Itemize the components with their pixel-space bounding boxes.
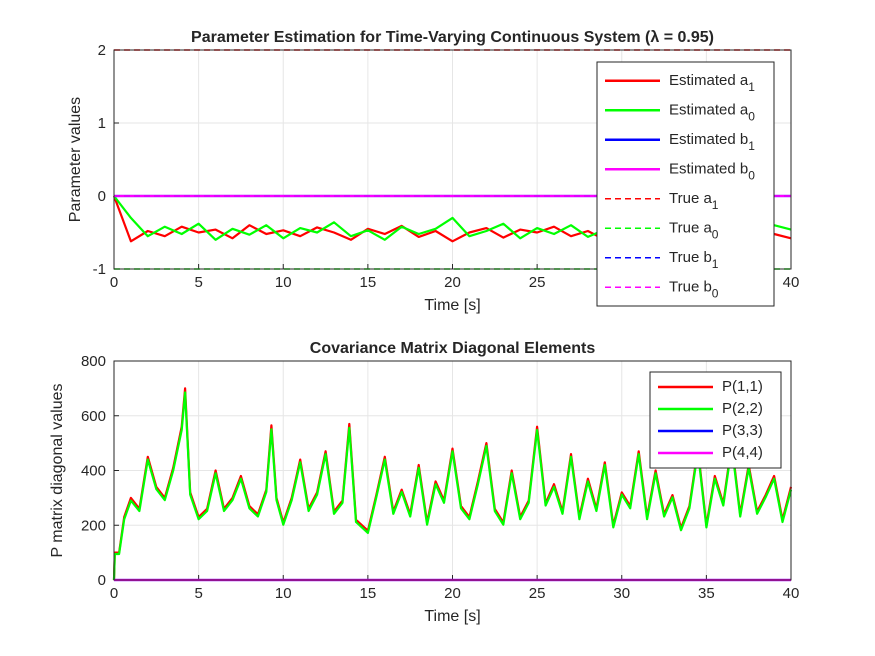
covariance-plot: 0 5 10 15 20 25 30 35 400200400600800Covariance … xyxy=(49,340,799,625)
legend-label: True a0 xyxy=(669,219,719,241)
x-tick-label: 25 xyxy=(529,274,546,291)
x-tick-label: 20 xyxy=(444,274,461,291)
x-tick-label: 20 xyxy=(444,585,461,602)
y-tick-label: -1 xyxy=(93,261,106,278)
x-tick-label: 40 xyxy=(783,274,800,291)
legend-label: True b1 xyxy=(669,249,719,271)
y-tick-label: 200 xyxy=(81,517,106,534)
legend-label: P(3,3) xyxy=(722,422,763,439)
x-tick-label: 5 xyxy=(194,274,202,291)
legend-label: Estimated a0 xyxy=(669,101,755,123)
y-tick-label: 800 xyxy=(81,353,106,370)
legend-box xyxy=(596,61,775,307)
y-tick-label: 600 xyxy=(81,408,106,425)
y-tick-label: 400 xyxy=(81,463,106,480)
y-tick-label: 2 xyxy=(98,42,106,59)
y-tick-label: 0 xyxy=(98,572,106,589)
x-tick-label: 10 xyxy=(275,585,292,602)
x-tick-label: 40 xyxy=(783,585,800,602)
x-axis-label: Time [s] xyxy=(424,297,480,314)
x-tick-label: 15 xyxy=(360,274,377,291)
legend-label: Estimated b0 xyxy=(669,160,755,182)
x-tick-label: 0 xyxy=(110,585,118,602)
axes-box xyxy=(113,49,792,270)
x-tick-label: 0 xyxy=(110,274,118,291)
x-tick-label: 5 xyxy=(194,585,202,602)
x-tick-label: 35 xyxy=(698,585,715,602)
axes-box xyxy=(113,360,792,581)
x-tick-label: 15 xyxy=(360,585,377,602)
series-line xyxy=(112,391,793,581)
legend-label: P(2,2) xyxy=(722,400,763,417)
legend-label: P(1,1) xyxy=(722,378,763,395)
y-tick-label: 0 xyxy=(98,188,106,205)
chart-title: Parameter Estimation for Time-Varying Co… xyxy=(191,29,714,46)
x-tick-label: 30 xyxy=(613,585,630,602)
y-axis-label: Parameter values xyxy=(67,97,84,222)
legend-label: True b0 xyxy=(669,278,719,300)
legend-label: P(4,4) xyxy=(722,444,763,461)
x-tick-label: 10 xyxy=(275,274,292,291)
chart-title: Covariance Matrix Diagonal Elements xyxy=(310,340,596,357)
legend-label: True a1 xyxy=(669,190,719,212)
x-axis-label: Time [s] xyxy=(424,608,480,625)
y-axis-label: P matrix diagonal values xyxy=(49,383,66,557)
legend-label: Estimated b1 xyxy=(669,131,755,153)
x-tick-label: 25 xyxy=(529,585,546,602)
y-tick-label: 1 xyxy=(98,115,106,132)
legend-label: Estimated a1 xyxy=(669,72,755,94)
